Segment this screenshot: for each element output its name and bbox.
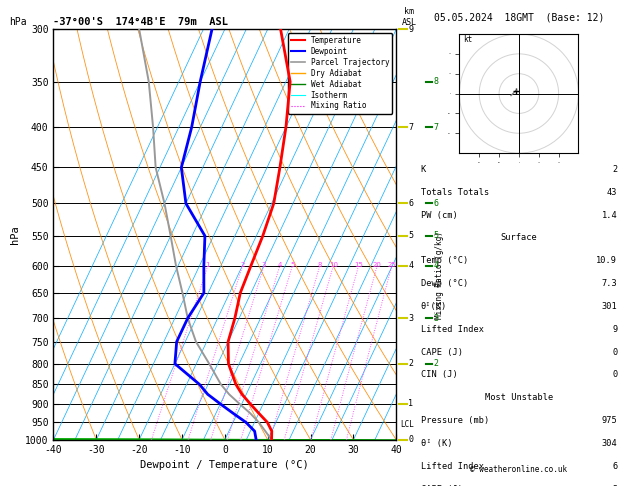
Text: 6: 6 xyxy=(433,199,438,208)
Text: Mixing Ratio (g/kg): Mixing Ratio (g/kg) xyxy=(435,232,444,319)
Text: 4: 4 xyxy=(277,262,282,268)
Text: 5: 5 xyxy=(290,262,294,268)
Text: 05.05.2024  18GMT  (Base: 12): 05.05.2024 18GMT (Base: 12) xyxy=(434,12,604,22)
Text: 4: 4 xyxy=(408,261,413,270)
Text: Lifted Index: Lifted Index xyxy=(421,325,484,334)
Text: K: K xyxy=(421,165,426,174)
Text: Dewp (°C): Dewp (°C) xyxy=(421,279,468,288)
Text: 9: 9 xyxy=(408,25,413,34)
Text: 301: 301 xyxy=(601,302,617,311)
Text: 0: 0 xyxy=(612,347,617,357)
Text: 15: 15 xyxy=(354,262,363,268)
Text: 9: 9 xyxy=(612,325,617,334)
Text: θᴵ (K): θᴵ (K) xyxy=(421,439,452,448)
Text: 2: 2 xyxy=(408,359,413,368)
Text: km
ASL: km ASL xyxy=(401,7,416,27)
Text: Temp (°C): Temp (°C) xyxy=(421,256,468,265)
Text: 43: 43 xyxy=(607,188,617,197)
Text: CIN (J): CIN (J) xyxy=(421,370,457,380)
Text: Most Unstable: Most Unstable xyxy=(485,393,553,402)
Text: 2: 2 xyxy=(433,359,438,368)
Text: 3: 3 xyxy=(408,313,413,323)
Text: 25: 25 xyxy=(387,262,396,268)
Text: Totals Totals: Totals Totals xyxy=(421,188,489,197)
Text: 2: 2 xyxy=(612,485,617,486)
Text: 0: 0 xyxy=(612,370,617,380)
Text: 1.4: 1.4 xyxy=(601,210,617,220)
Text: 20: 20 xyxy=(373,262,382,268)
Text: 6: 6 xyxy=(612,462,617,471)
Text: 1: 1 xyxy=(408,399,413,408)
Text: Pressure (mb): Pressure (mb) xyxy=(421,416,489,425)
Text: 6: 6 xyxy=(408,199,413,208)
Text: -37°00'S  174°4B'E  79m  ASL: -37°00'S 174°4B'E 79m ASL xyxy=(53,17,228,27)
Text: PW (cm): PW (cm) xyxy=(421,210,457,220)
Text: 2: 2 xyxy=(612,165,617,174)
Text: 0: 0 xyxy=(408,435,413,444)
Text: 1: 1 xyxy=(206,262,210,268)
Text: 8: 8 xyxy=(318,262,322,268)
Text: 5: 5 xyxy=(433,231,438,241)
Text: 4: 4 xyxy=(433,261,438,270)
X-axis label: Dewpoint / Temperature (°C): Dewpoint / Temperature (°C) xyxy=(140,460,309,470)
Text: CAPE (J): CAPE (J) xyxy=(421,347,462,357)
Text: 8: 8 xyxy=(433,77,438,86)
Text: © weatheronline.co.uk: © weatheronline.co.uk xyxy=(470,465,567,474)
Text: 10.9: 10.9 xyxy=(596,256,617,265)
Text: θᴵ(K): θᴵ(K) xyxy=(421,302,447,311)
Text: CAPE (J): CAPE (J) xyxy=(421,485,462,486)
Text: Surface: Surface xyxy=(501,233,537,243)
Text: Lifted Index: Lifted Index xyxy=(421,462,484,471)
Text: 975: 975 xyxy=(601,416,617,425)
Text: 7: 7 xyxy=(433,123,438,132)
Text: 3: 3 xyxy=(433,313,438,323)
Text: kt: kt xyxy=(464,35,472,44)
Text: 7.3: 7.3 xyxy=(601,279,617,288)
Text: 3: 3 xyxy=(262,262,266,268)
Text: 10: 10 xyxy=(329,262,338,268)
Text: 5: 5 xyxy=(408,231,413,241)
Text: hPa: hPa xyxy=(9,17,27,27)
Text: 2: 2 xyxy=(240,262,245,268)
Text: 7: 7 xyxy=(408,123,413,132)
Text: 304: 304 xyxy=(601,439,617,448)
Legend: Temperature, Dewpoint, Parcel Trajectory, Dry Adiabat, Wet Adiabat, Isotherm, Mi: Temperature, Dewpoint, Parcel Trajectory… xyxy=(288,33,392,114)
Y-axis label: hPa: hPa xyxy=(9,225,19,244)
Text: LCL: LCL xyxy=(401,419,415,429)
